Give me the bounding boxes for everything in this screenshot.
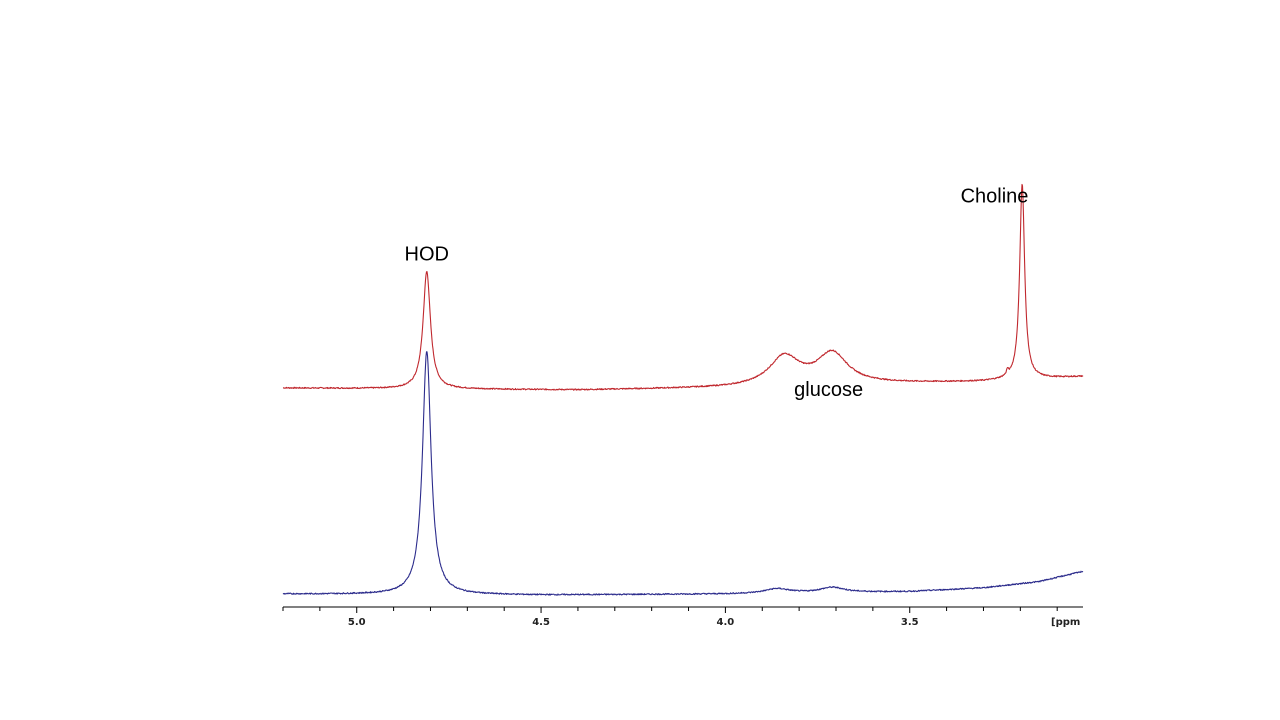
x-axis-tick-labels: 5.0 4.5 4.0 3.5 <box>348 617 919 628</box>
spectrum-trace-lower <box>282 351 1084 596</box>
x-axis-ticks <box>282 607 1058 613</box>
peak-annotation-glucose: glucose <box>794 379 863 401</box>
x-tick-label: 4.0 <box>717 617 735 628</box>
peak-annotations: HOD Choline glucose <box>405 186 1029 402</box>
x-tick-label: 5.0 <box>348 617 366 628</box>
peak-annotation-hod: HOD <box>405 243 449 265</box>
x-tick-label: 3.5 <box>901 617 919 628</box>
x-axis-unit-label: [ppm <box>1051 617 1080 628</box>
spectrum-trace-upper <box>282 183 1084 391</box>
x-tick-label: 4.5 <box>532 617 550 628</box>
peak-annotation-choline: Choline <box>961 186 1029 208</box>
spectrum-traces <box>282 183 1084 596</box>
